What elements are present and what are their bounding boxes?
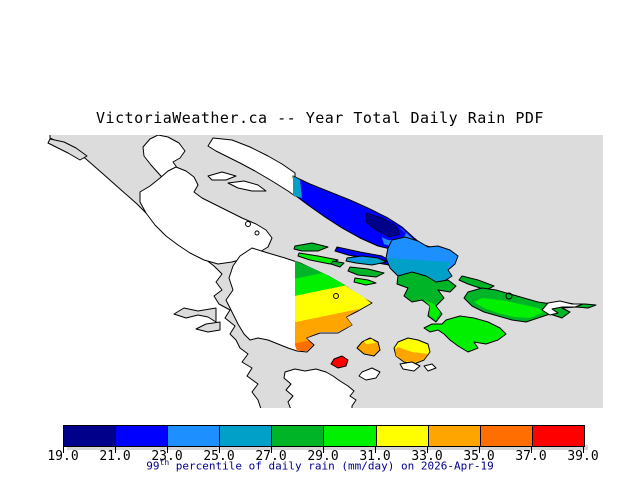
colorbar-segment-35-37 — [480, 426, 533, 446]
colorbar-segment-33-35 — [428, 426, 481, 446]
colorbar-segment-23-25 — [168, 426, 221, 446]
long-island-white-part — [207, 137, 296, 197]
colorbar-tick — [323, 446, 324, 453]
colorbar-tick — [583, 446, 584, 453]
island-yellow-orange-south — [395, 347, 428, 363]
inlet-west-arm-2 — [195, 321, 221, 333]
elk-lake-ring — [333, 293, 339, 299]
colorbar-tick-label: 31.0 — [359, 449, 391, 464]
caption-number: 99 — [146, 459, 160, 473]
caption-superscript: th — [159, 458, 170, 467]
white-islet-2 — [399, 361, 421, 372]
colorbar-tick — [219, 446, 220, 453]
colorbar — [63, 425, 585, 447]
green-sliver-3 — [330, 260, 345, 268]
island-saltspring — [139, 166, 273, 265]
mid-island-green — [347, 266, 385, 278]
island-sliver-1 — [207, 171, 237, 181]
colorbar-tick — [63, 446, 64, 453]
colorbar-tick — [531, 446, 532, 453]
colorbar-tick-label: 37.0 — [515, 449, 547, 464]
colorbar-tick — [375, 446, 376, 453]
colorbar-segment-29-31 — [324, 426, 377, 446]
victoria-land — [283, 368, 357, 408]
colorbar-tick-label: 21.0 — [99, 449, 131, 464]
orange-islet-yellow-tip — [364, 339, 376, 344]
caption-text: percentile of daily rain (mm/day) on 202… — [169, 459, 494, 473]
colorbar-segment-27-29 — [272, 426, 325, 446]
long-island-navy-core — [365, 212, 401, 238]
green-sliver-2 — [297, 252, 339, 265]
colorbar-tick-label: 33.0 — [411, 449, 443, 464]
white-islet-1 — [358, 367, 381, 381]
colorbar-tick — [271, 446, 272, 453]
victoria-red-islet — [330, 355, 349, 369]
orcas-lake-ring — [505, 292, 513, 300]
colorbar-tick-label: 29.0 — [307, 449, 339, 464]
long-island-teal-sliver — [293, 176, 302, 198]
colorbar-tick-label: 23.0 — [151, 449, 183, 464]
colorbar-tick-label: 25.0 — [203, 449, 235, 464]
green-sliver-1 — [293, 242, 329, 252]
colorbar-segment-31-33 — [376, 426, 429, 446]
saanich-peninsula-contours — [295, 261, 371, 351]
northwest-bay-finger — [47, 138, 88, 161]
white-islet-3 — [423, 363, 437, 372]
colorbar-segment-21-23 — [116, 426, 169, 446]
inlet-west-arm — [173, 307, 217, 323]
colorbar-shadow — [67, 445, 588, 450]
colorbar-segment-25-27 — [220, 426, 273, 446]
colorbar-segment-19-21 — [64, 426, 117, 446]
colorbar-tick — [479, 446, 480, 453]
island-sliver-2 — [227, 180, 267, 192]
island-orcas-bright-center — [474, 298, 544, 318]
page-title: VictoriaWeather.ca -- Year Total Daily R… — [96, 109, 544, 127]
colorbar-tick-label: 35.0 — [463, 449, 495, 464]
saltspring-lake — [245, 221, 251, 227]
mid-island-blue-bit — [352, 257, 368, 261]
colorbar-tick-label: 39.0 — [567, 449, 599, 464]
saltspring-lake-2 — [254, 230, 260, 236]
colorbar-tick — [115, 446, 116, 453]
colorbar-tick — [427, 446, 428, 453]
mid-island-green-2 — [353, 277, 377, 286]
colorbar-segment-37-39 — [532, 426, 584, 446]
island-pender-green — [396, 271, 457, 323]
colorbar-tick-label: 19.0 — [47, 449, 79, 464]
colorbar-caption: 99th percentile of daily rain (mm/day) o… — [0, 458, 640, 473]
island-pender-bright — [424, 300, 440, 320]
island-orcas-white-lobe — [541, 300, 584, 316]
island-shaw-green — [423, 315, 507, 353]
colorbar-tick — [167, 446, 168, 453]
water-area — [49, 135, 603, 408]
colorbar-tick-label: 27.0 — [255, 449, 287, 464]
